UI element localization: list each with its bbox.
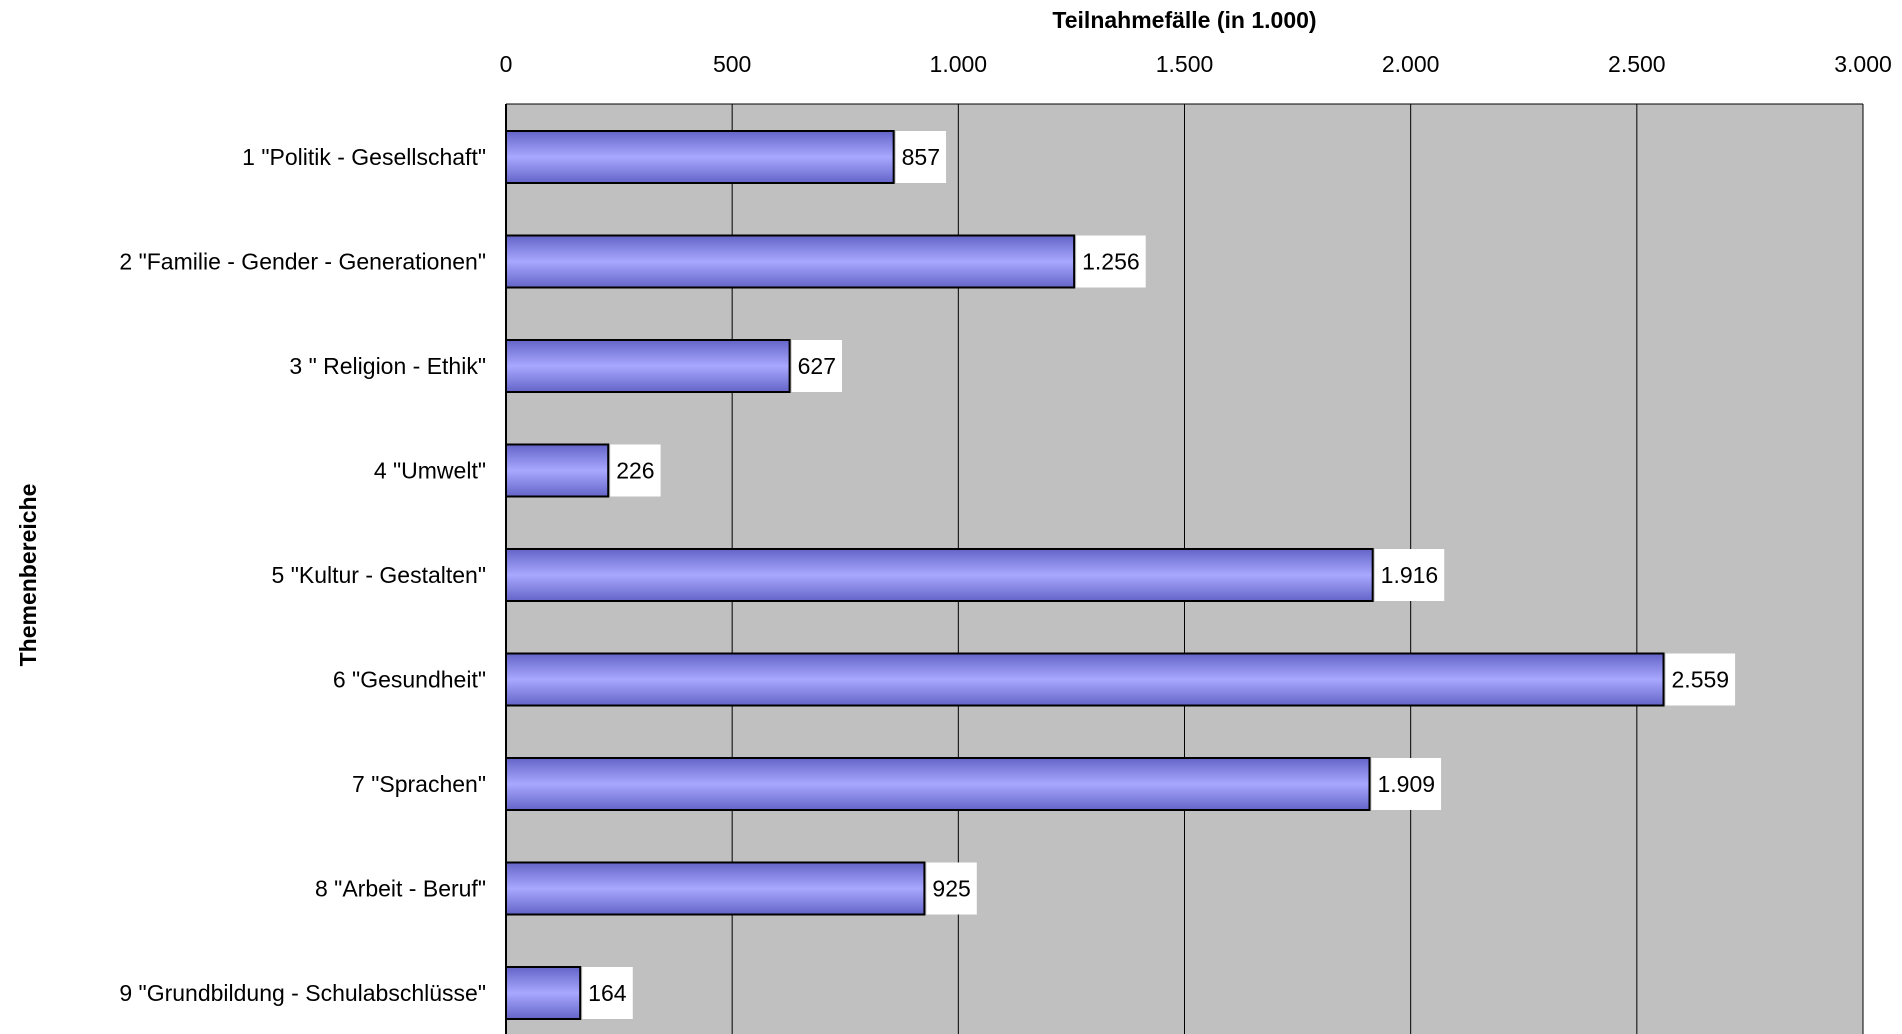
x-tick-label: 2.000 <box>1382 51 1440 77</box>
data-label: 226 <box>616 458 654 484</box>
data-labels: 857 1.256 627 226 1.916 2.559 1.909 925 164 <box>582 131 1736 1019</box>
category-label: 7 "Sprachen" <box>352 771 486 797</box>
data-label-group: 925 <box>926 862 977 915</box>
bar <box>505 339 791 393</box>
y-axis-title: Themenbereiche <box>15 484 41 667</box>
category-label: 2 "Familie - Gender - Generationen" <box>119 249 486 275</box>
data-label-group: 1.916 <box>1374 549 1445 601</box>
data-label: 857 <box>902 144 940 170</box>
bar <box>505 443 610 498</box>
data-label-background <box>582 967 633 1019</box>
data-label-background <box>1076 235 1146 288</box>
category-label: 1 "Politik - Gesellschaft" <box>242 144 486 170</box>
x-axis-title: Teilnahmefälle (in 1.000) <box>1052 7 1316 33</box>
data-label-group: 857 <box>895 131 947 183</box>
data-label-background <box>895 131 947 183</box>
data-label-background <box>926 862 977 915</box>
data-label-background <box>1665 653 1736 706</box>
data-label: 1.909 <box>1378 771 1436 797</box>
category-label: 4 "Umwelt" <box>374 458 486 484</box>
category-label: 3 " Religion - Ethik" <box>289 353 486 379</box>
data-label-background <box>610 444 661 497</box>
bar <box>505 548 1374 602</box>
data-label: 2.559 <box>1672 667 1730 693</box>
data-label: 1.916 <box>1381 562 1439 588</box>
data-label-background <box>1371 758 1442 810</box>
data-label-group: 627 <box>791 340 842 392</box>
bar <box>505 861 926 916</box>
x-tick-label: 1.500 <box>1156 51 1214 77</box>
data-label-group: 1.909 <box>1371 758 1442 810</box>
x-tick-label: 2.500 <box>1608 51 1666 77</box>
bar <box>505 966 582 1020</box>
data-label-group: 226 <box>610 444 661 497</box>
bar <box>505 234 1076 289</box>
data-label-group: 164 <box>582 967 633 1019</box>
data-label: 164 <box>588 980 627 1006</box>
data-label-group: 2.559 <box>1665 653 1736 706</box>
x-tick-label: 0 <box>500 51 513 77</box>
x-tick-label: 1.000 <box>930 51 988 77</box>
category-label: 8 "Arbeit - Beruf" <box>315 876 486 902</box>
category-label: 6 "Gesundheit" <box>333 667 486 693</box>
bar <box>505 130 895 184</box>
bar <box>505 757 1371 811</box>
x-tick-label: 500 <box>713 51 751 77</box>
category-label: 5 "Kultur - Gestalten" <box>272 562 486 588</box>
bars <box>505 130 1665 1020</box>
data-label: 925 <box>932 876 970 902</box>
data-label-background <box>791 340 842 392</box>
x-tick-label: 3.000 <box>1834 51 1892 77</box>
x-axis-ticks: 0 500 1.000 1.500 2.000 2.500 3.000 <box>500 51 1892 77</box>
bar <box>505 652 1665 707</box>
data-label: 1.256 <box>1082 249 1140 275</box>
data-label-group: 1.256 <box>1076 235 1146 288</box>
category-label: 9 "Grundbildung - Schulabschlüsse" <box>119 980 486 1006</box>
data-label-background <box>1374 549 1445 601</box>
category-labels: 1 "Politik - Gesellschaft" 2 "Familie - G… <box>119 144 486 1006</box>
data-label: 627 <box>798 353 836 379</box>
